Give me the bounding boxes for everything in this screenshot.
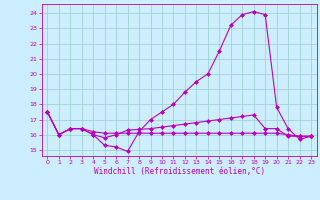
X-axis label: Windchill (Refroidissement éolien,°C): Windchill (Refroidissement éolien,°C)	[94, 167, 265, 176]
